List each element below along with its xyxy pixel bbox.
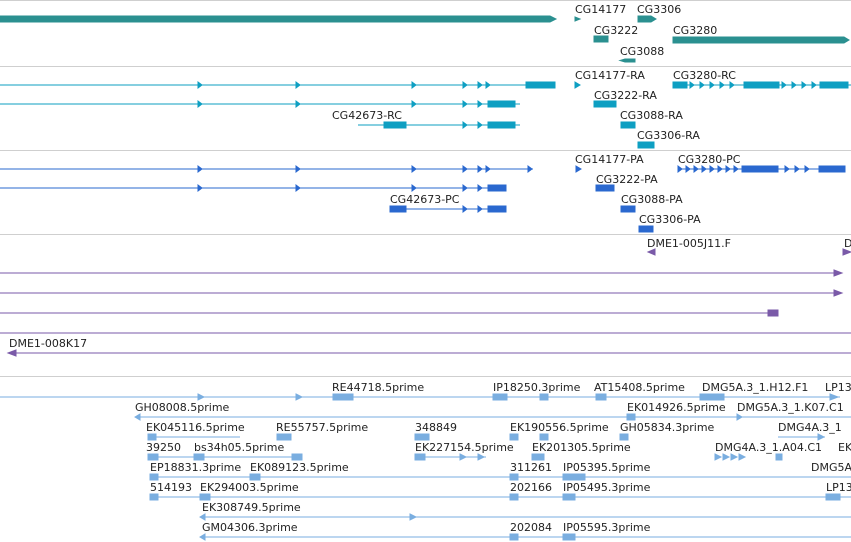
cds-glyph[interactable]: [487, 205, 507, 213]
protein-track[interactable]: [0, 165, 846, 233]
transcript-label[interactable]: CG3222-RA: [594, 89, 657, 102]
transcript-label[interactable]: CG42673-RC: [332, 109, 402, 122]
est-label[interactable]: GH08008.5prime: [135, 401, 230, 414]
est-label[interactable]: DMG5A.3_1.H12.F1: [702, 381, 809, 394]
clone-label[interactable]: DME1-005J11.F: [647, 237, 731, 250]
est-label[interactable]: 202166: [510, 481, 552, 494]
exon-glyph[interactable]: [819, 81, 849, 89]
protein-label[interactable]: CG42673-PC: [390, 193, 460, 206]
est-label[interactable]: EK294003.5prime: [200, 481, 299, 494]
est-label[interactable]: IP05595.3prime: [563, 521, 651, 534]
cds-glyph[interactable]: [595, 184, 615, 192]
protein-label[interactable]: CG3222-PA: [596, 173, 658, 186]
protein-label[interactable]: CG14177-PA: [575, 153, 644, 166]
gene-label[interactable]: CG3088: [620, 45, 665, 58]
exon-glyph[interactable]: [620, 121, 636, 129]
est-label[interactable]: LP13: [826, 481, 851, 494]
transcript-label[interactable]: CG3280-RC: [673, 69, 736, 82]
est-label[interactable]: EK089123.5prime: [250, 461, 349, 474]
clone-track[interactable]: [0, 248, 851, 357]
transcript-label[interactable]: CG3088-RA: [620, 109, 683, 122]
gene-track[interactable]: [0, 15, 850, 63]
est-label[interactable]: RE55757.5prime: [276, 421, 369, 434]
protein-label[interactable]: CG3088-PA: [621, 193, 683, 206]
est-label[interactable]: LP13: [825, 381, 851, 394]
est-label[interactable]: EK227154.5prime: [415, 441, 514, 454]
track-separator: [0, 234, 851, 235]
gene-label[interactable]: CG3280: [673, 24, 718, 37]
exon-glyph[interactable]: [487, 100, 516, 108]
protein-label[interactable]: CG3306-PA: [639, 213, 701, 226]
transcript-label[interactable]: CG14177-RA: [575, 69, 645, 82]
exon-glyph[interactable]: [637, 141, 655, 149]
clone-glyph[interactable]: [6, 349, 17, 357]
est-label[interactable]: GM04306.3prime: [202, 521, 298, 534]
est-label[interactable]: EK: [838, 441, 851, 454]
est-label[interactable]: 39250: [146, 441, 181, 454]
transcript-label[interactable]: CG3306-RA: [637, 129, 700, 142]
est-label[interactable]: DMG4A.3_1.A04.C1: [715, 441, 823, 454]
clone-glyph[interactable]: [646, 248, 656, 256]
est-label[interactable]: DMG5A.3_1.K07.C1: [737, 401, 844, 414]
cds-glyph[interactable]: [818, 165, 846, 173]
est-label[interactable]: IP05495.3prime: [563, 481, 651, 494]
track-separator: [0, 376, 851, 377]
est-label[interactable]: EK014926.5prime: [627, 401, 726, 414]
est-label[interactable]: 311261: [510, 461, 552, 474]
gene-glyph[interactable]: [672, 36, 850, 44]
gene-glyph[interactable]: [637, 15, 657, 23]
protein-label[interactable]: CG3280-PC: [678, 153, 741, 166]
est-label[interactable]: DMG4A.3_1: [778, 421, 842, 434]
clone-glyph[interactable]: [767, 309, 779, 317]
gene-glyph[interactable]: [0, 15, 558, 23]
clone-glyph[interactable]: [842, 248, 851, 256]
est-label[interactable]: EK045116.5prime: [146, 421, 245, 434]
gene-label[interactable]: CG14177: [575, 3, 627, 16]
est-label[interactable]: 202084: [510, 521, 552, 534]
cds-glyph[interactable]: [741, 165, 779, 173]
clone-glyph[interactable]: [833, 289, 844, 297]
cds-glyph[interactable]: [389, 205, 407, 213]
est-label[interactable]: EK201305.5prime: [532, 441, 631, 454]
exon-glyph[interactable]: [593, 100, 617, 108]
clone-label[interactable]: DME1-008K17: [9, 337, 88, 350]
est-label[interactable]: EK190556.5prime: [510, 421, 609, 434]
est-label[interactable]: EK308749.5prime: [202, 501, 301, 514]
est-label[interactable]: 514193: [150, 481, 192, 494]
est-label[interactable]: GH05834.3prime: [620, 421, 715, 434]
est-label[interactable]: EP18831.3prime: [150, 461, 242, 474]
cds-glyph[interactable]: [620, 205, 636, 213]
exon-glyph[interactable]: [743, 81, 780, 89]
est-track[interactable]: [0, 393, 851, 541]
est-label[interactable]: RE44718.5prime: [332, 381, 425, 394]
clone-label[interactable]: D: [844, 237, 851, 250]
gene-glyph[interactable]: [618, 58, 636, 63]
track-separator: [0, 0, 851, 1]
track-separator: [0, 150, 851, 151]
est-label[interactable]: bs34h05.5prime: [194, 441, 285, 454]
gene-glyph[interactable]: [593, 35, 609, 43]
exon-glyph[interactable]: [383, 121, 407, 129]
est-label[interactable]: IP18250.3prime: [493, 381, 581, 394]
rna-track[interactable]: [0, 81, 851, 149]
clone-glyph[interactable]: [833, 269, 844, 277]
track-separator: [0, 66, 851, 67]
exon-glyph[interactable]: [672, 81, 688, 89]
exon-glyph[interactable]: [525, 81, 556, 89]
gene-label[interactable]: CG3222: [594, 24, 639, 37]
gene-label[interactable]: CG3306: [637, 3, 682, 16]
gene-glyph[interactable]: [574, 16, 582, 22]
exon-glyph[interactable]: [487, 121, 516, 129]
cds-glyph[interactable]: [638, 225, 654, 233]
est-label[interactable]: 348849: [415, 421, 457, 434]
est-label[interactable]: DMG5A: [811, 461, 851, 474]
est-label[interactable]: AT15408.5prime: [594, 381, 685, 394]
cds-glyph[interactable]: [487, 184, 507, 192]
est-label[interactable]: IP05395.5prime: [563, 461, 651, 474]
